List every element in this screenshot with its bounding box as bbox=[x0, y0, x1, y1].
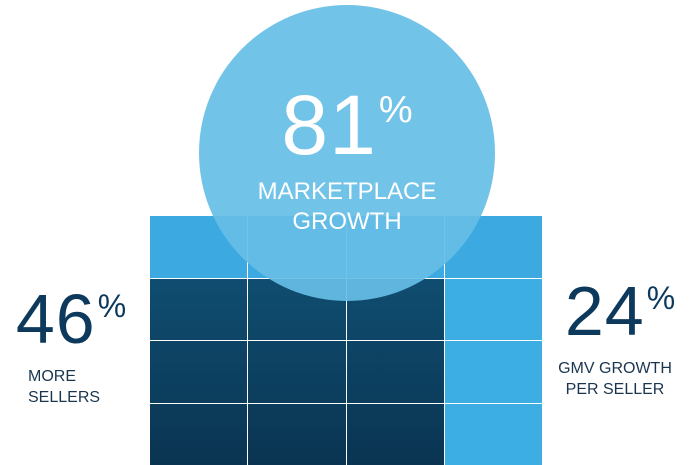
grid-cell bbox=[150, 278, 248, 340]
grid-cell bbox=[248, 341, 346, 403]
gmv-growth-label-line2: PER SELLER bbox=[565, 381, 665, 398]
more-sellers-unit: % bbox=[97, 288, 127, 324]
marketplace-growth-label-line2: GROWTH bbox=[292, 208, 402, 235]
grid-cell bbox=[346, 341, 444, 403]
grid-cell bbox=[346, 403, 444, 465]
more-sellers-value: 46 bbox=[15, 280, 96, 358]
more-sellers-figure: 46% bbox=[6, 284, 136, 354]
marketplace-growth-figure: 81% bbox=[199, 83, 495, 167]
grid-cell bbox=[150, 403, 248, 465]
more-sellers-label-line2: SELLERS bbox=[28, 389, 101, 406]
more-sellers-label-line1: MORE bbox=[28, 368, 76, 385]
marketplace-growth-label: MARKETPLACE GROWTH bbox=[199, 177, 495, 237]
gmv-growth-figure: 24% bbox=[550, 276, 690, 346]
gmv-growth-unit: % bbox=[646, 280, 676, 316]
grid-cell bbox=[444, 403, 542, 465]
marketplace-growth-unit: % bbox=[378, 89, 413, 131]
gmv-growth-label-line1: GMV GROWTH bbox=[558, 360, 672, 377]
highlight-circle bbox=[199, 5, 495, 301]
grid-cell bbox=[444, 341, 542, 403]
more-sellers-stat: 46% MORE SELLERS bbox=[6, 284, 136, 408]
marketplace-growth-label-line1: MARKETPLACE bbox=[257, 178, 437, 205]
grid-cell bbox=[248, 403, 346, 465]
gmv-growth-value: 24 bbox=[564, 272, 645, 350]
gmv-growth-stat: 24% GMV GROWTH PER SELLER bbox=[550, 276, 690, 400]
marketplace-growth-value: 81 bbox=[281, 78, 377, 172]
more-sellers-label: MORE SELLERS bbox=[28, 366, 136, 408]
grid-cell bbox=[444, 278, 542, 340]
grid-cell bbox=[150, 341, 248, 403]
gmv-growth-label: GMV GROWTH PER SELLER bbox=[540, 358, 690, 400]
